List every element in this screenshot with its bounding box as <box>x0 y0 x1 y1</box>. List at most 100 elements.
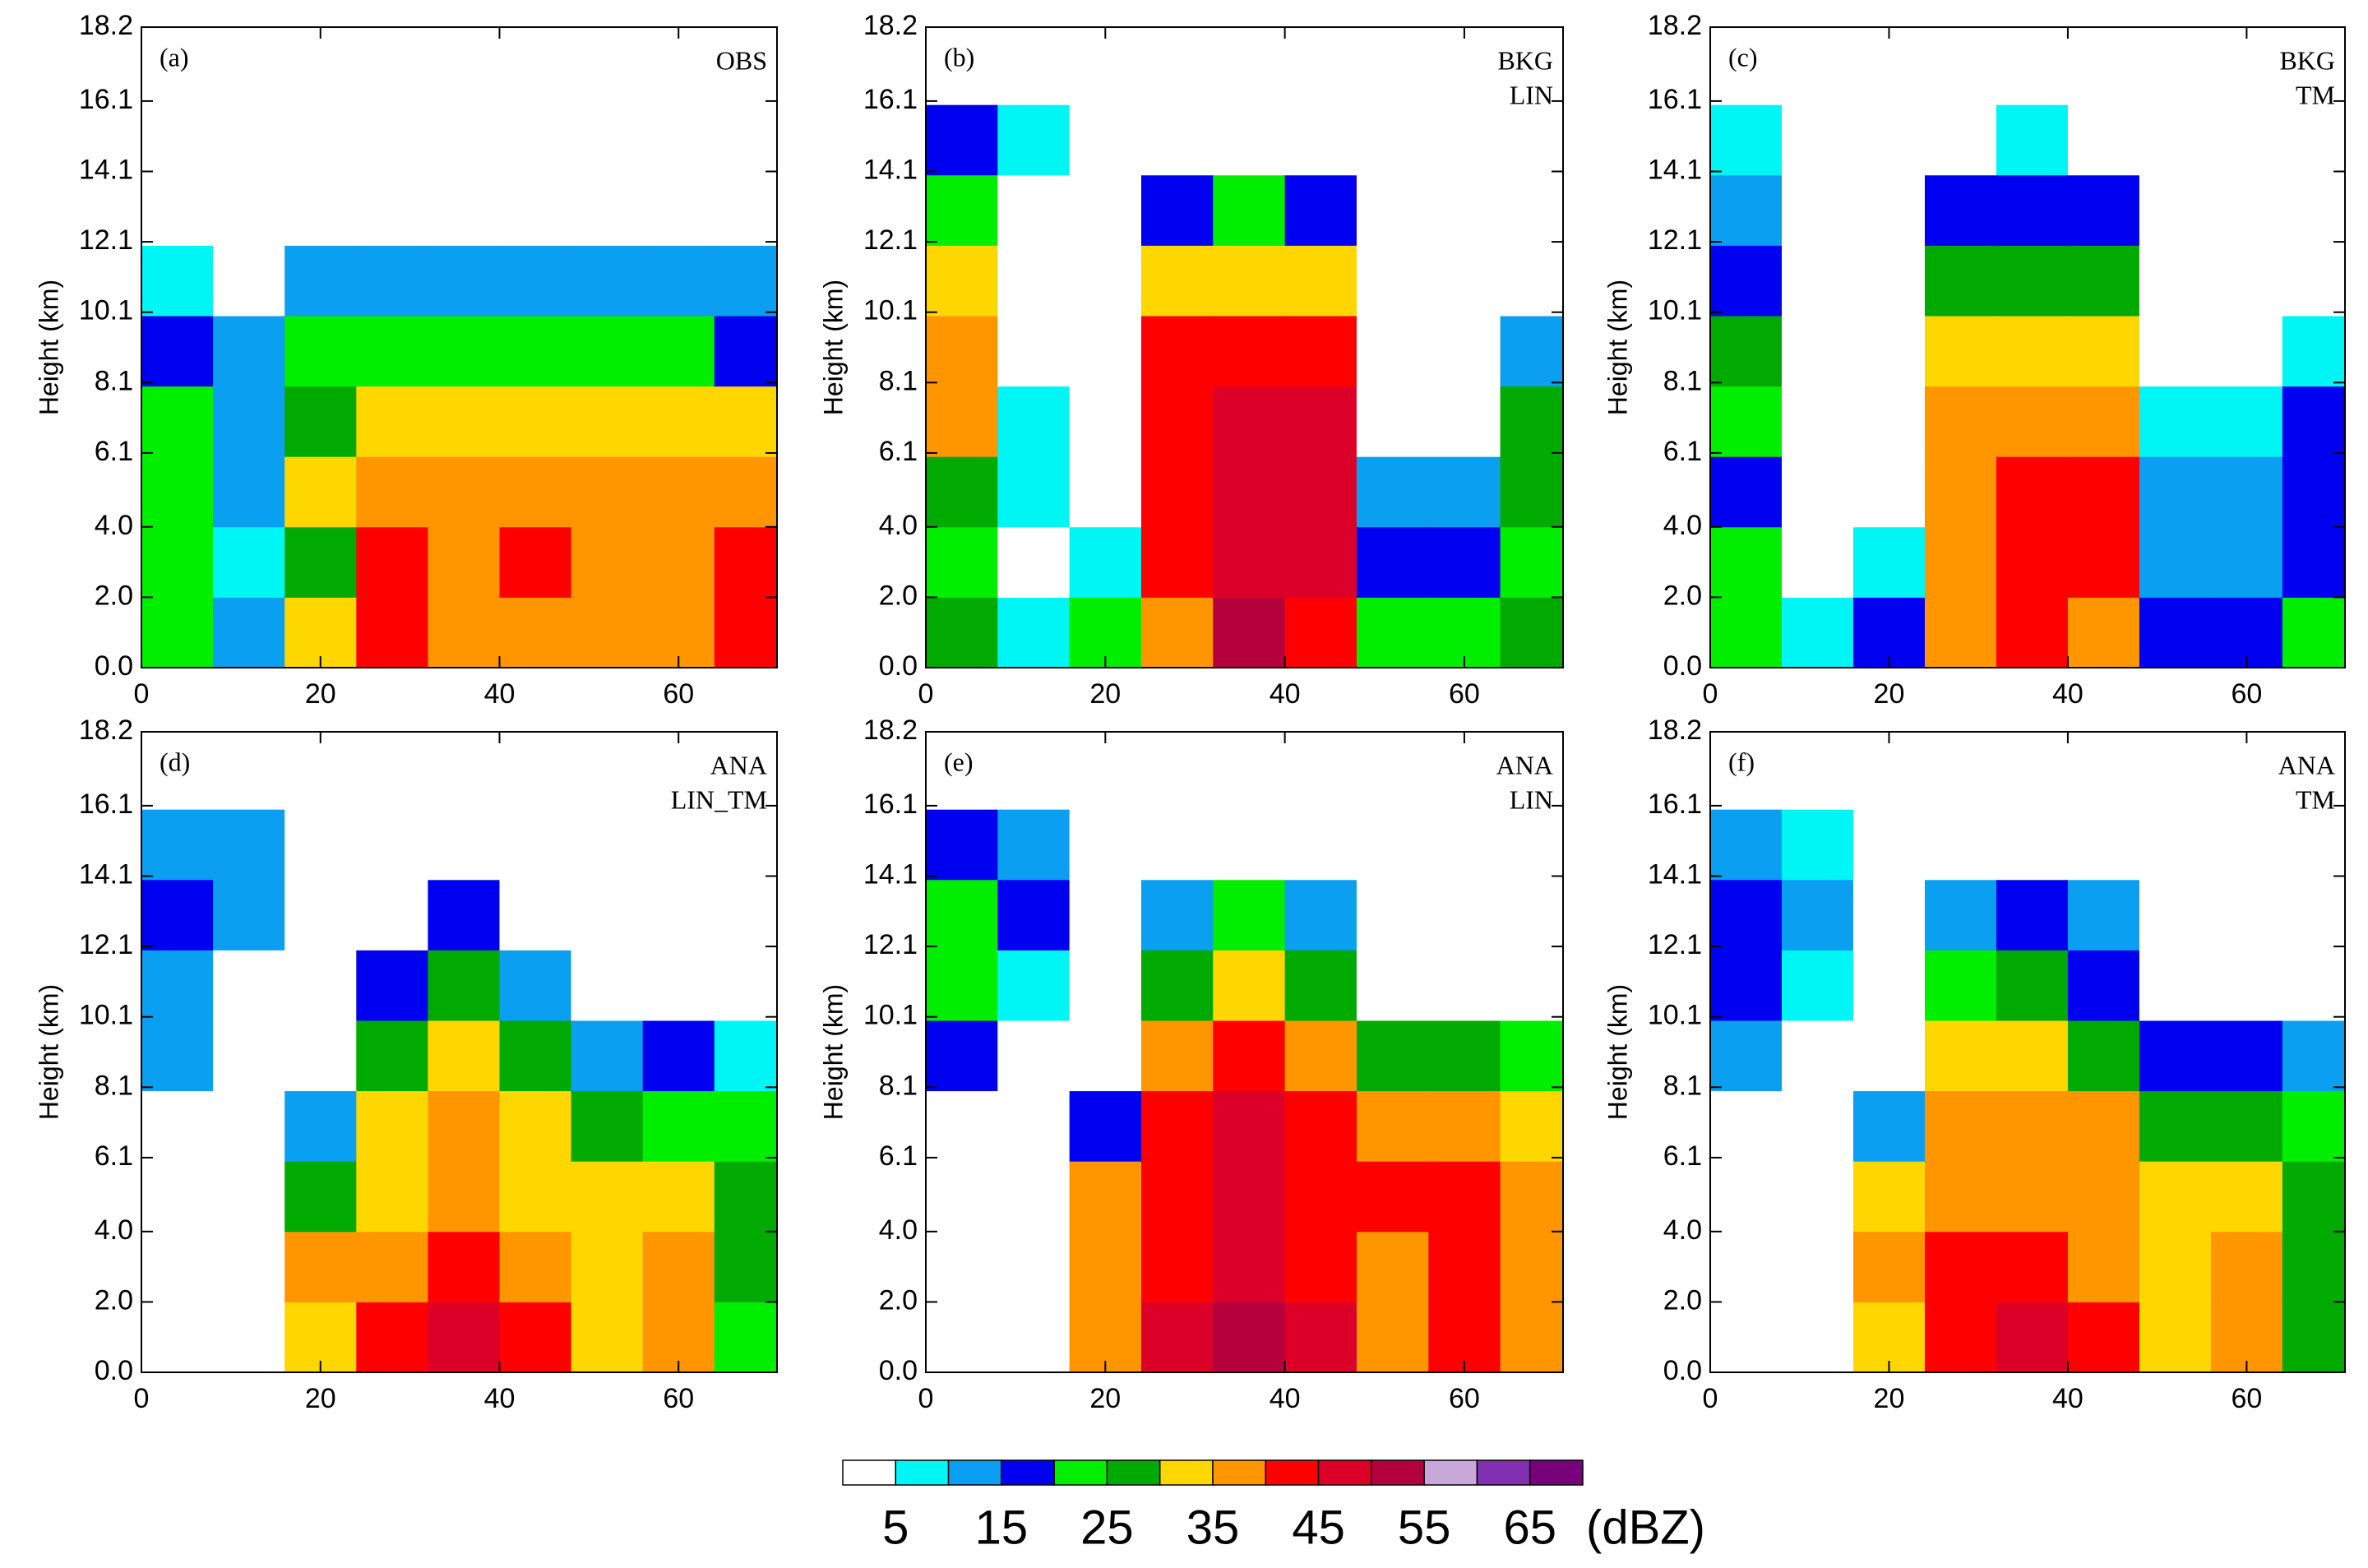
cell <box>1140 1161 1214 1233</box>
y-tick-label: 2.0 <box>1663 1284 1702 1316</box>
cell <box>428 386 500 457</box>
cell <box>356 245 428 317</box>
panel: 0.0 2.0 4.0 6.1 8.1 10.1 12.1 14.1 16.1 18.2 0 20 40… <box>34 10 778 710</box>
cell <box>2139 732 2212 810</box>
cell <box>2210 879 2283 951</box>
cell <box>141 597 214 668</box>
cell <box>1924 386 1997 457</box>
panel: 0.0 2.0 4.0 6.1 8.1 10.1 12.1 14.1 16.1 18.2 0 20 40… <box>818 10 1564 710</box>
cell <box>926 315 998 387</box>
cell <box>1069 456 1142 528</box>
y-tick-label: 12.1 <box>1648 224 1702 256</box>
cell <box>213 1161 285 1233</box>
cell <box>1710 950 1783 1021</box>
cell <box>1140 386 1214 457</box>
cell <box>1428 950 1501 1021</box>
cell <box>571 526 644 598</box>
cell <box>1996 1090 2069 1162</box>
cell <box>428 1020 500 1092</box>
cell <box>1213 732 1286 810</box>
cell <box>1284 1302 1357 1373</box>
frame <box>925 26 1564 668</box>
cell <box>1852 27 1926 105</box>
cell <box>1710 732 1783 810</box>
cell <box>1284 1090 1357 1162</box>
cell <box>571 315 644 387</box>
cell <box>1710 174 1783 246</box>
cell <box>1140 950 1214 1021</box>
cell <box>213 315 285 387</box>
cell <box>2139 104 2212 176</box>
cell <box>1428 1161 1501 1233</box>
y-tick-label: 10.1 <box>863 1000 918 1031</box>
cell <box>213 1020 285 1092</box>
cell <box>1852 245 1926 317</box>
cell <box>2067 1302 2140 1373</box>
panel: 0.0 2.0 4.0 6.1 8.1 10.1 12.1 14.1 16.1 18.2 0 20 40… <box>818 715 1564 1414</box>
cell <box>1852 1090 1926 1162</box>
y-axis-label: Height (km) <box>1603 984 1632 1120</box>
cell <box>141 386 214 457</box>
cell <box>1781 1161 1854 1233</box>
cell <box>997 245 1071 317</box>
cell <box>1356 732 1429 810</box>
cell <box>428 1161 500 1233</box>
cell <box>714 950 778 1021</box>
cell <box>1356 597 1429 668</box>
cell <box>284 104 357 176</box>
cell <box>1924 1090 1997 1162</box>
cell <box>1924 809 1997 881</box>
cell <box>1284 245 1357 317</box>
cell <box>997 1161 1071 1233</box>
cell <box>141 1231 214 1302</box>
cell <box>926 174 998 246</box>
cell <box>428 315 500 387</box>
cell <box>2067 386 2140 457</box>
cell <box>141 732 214 810</box>
cell <box>1500 1020 1564 1092</box>
panel-label: (f) <box>1728 747 1755 776</box>
y-tick-label: 4.0 <box>879 1214 918 1246</box>
x-tick-label: 0 <box>918 678 934 710</box>
annotation: LIN <box>1510 80 1553 109</box>
annotation: BKG <box>1497 45 1553 75</box>
cell <box>2210 950 2283 1021</box>
cell <box>1924 597 1997 668</box>
cell <box>1781 174 1854 246</box>
cell <box>141 104 214 176</box>
cell <box>1996 315 2069 387</box>
cell <box>642 1020 715 1092</box>
cell <box>571 1231 644 1302</box>
colorbar-tick-label: 25 <box>1080 1501 1134 1554</box>
cell <box>1069 809 1142 881</box>
x-tick-label: 60 <box>663 678 694 710</box>
y-tick-label: 18.2 <box>863 715 918 746</box>
y-tick-label: 10.1 <box>79 1000 133 1031</box>
cell <box>571 597 644 668</box>
cell <box>499 456 572 528</box>
cell <box>997 174 1071 246</box>
y-tick-label: 0.0 <box>879 650 918 682</box>
cell <box>1213 526 1286 598</box>
cell <box>714 879 778 951</box>
cell <box>284 1161 357 1233</box>
cell <box>356 27 428 105</box>
y-tick-label: 14.1 <box>79 154 133 185</box>
cell <box>1781 386 1854 457</box>
y-tick-label: 8.1 <box>1663 1070 1702 1101</box>
y-tick-label: 14.1 <box>863 858 918 890</box>
cell <box>2282 386 2346 457</box>
cell <box>714 456 778 528</box>
y-tick-label: 16.1 <box>1648 789 1702 820</box>
cell <box>213 245 285 317</box>
cell <box>356 809 428 881</box>
colorbar-box <box>1423 1459 1478 1486</box>
cell <box>571 386 644 457</box>
cell <box>997 27 1071 105</box>
cell <box>1781 950 1854 1021</box>
cell <box>1852 809 1926 881</box>
cell <box>714 245 778 317</box>
cell <box>997 456 1071 528</box>
cell <box>356 1161 428 1233</box>
x-tick-label: 60 <box>2231 1383 2262 1414</box>
